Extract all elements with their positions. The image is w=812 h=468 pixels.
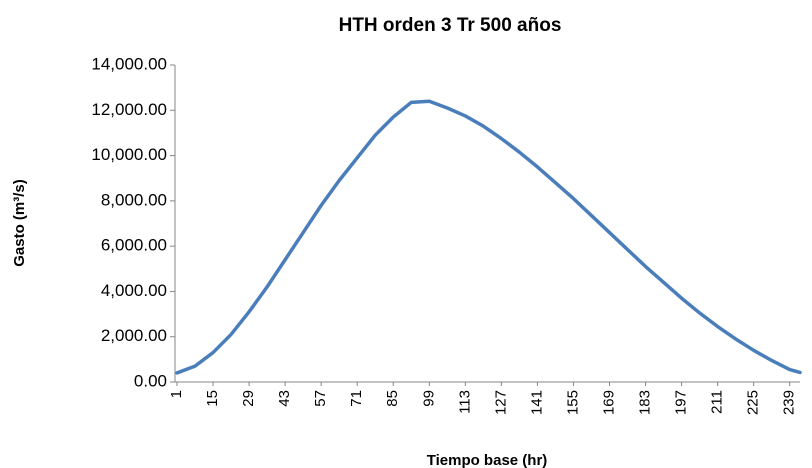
x-tick-label: 225 (745, 390, 762, 415)
x-tick-label: 183 (637, 390, 654, 415)
x-tick-label: 99 (420, 390, 437, 407)
x-tick-label: 169 (600, 390, 617, 415)
y-axis-label: Gasto (m³/s) (11, 179, 28, 267)
y-tick-label: 14,000.00 (91, 54, 167, 73)
x-tick-label: 29 (240, 390, 257, 407)
chart-title: HTH orden 3 Tr 500 años (339, 15, 562, 36)
x-tick-label: 113 (456, 390, 473, 414)
y-tick-label: 4,000.00 (101, 281, 167, 300)
x-tick-label: 1 (168, 390, 185, 398)
x-axis-label: Tiempo base (hr) (427, 452, 548, 468)
x-tick-label: 155 (564, 390, 581, 415)
y-tick-label: 6,000.00 (101, 236, 167, 255)
x-tick-label: 85 (384, 390, 401, 407)
x-tick-label: 43 (276, 390, 293, 407)
x-tick-label: 239 (781, 390, 798, 415)
y-tick-label: 0.00 (134, 371, 167, 390)
x-tick-label: 127 (492, 390, 509, 415)
x-tick-label: 57 (312, 390, 329, 407)
x-tick-label: 197 (673, 390, 690, 415)
y-tick-label: 8,000.00 (101, 190, 167, 209)
x-tick-label: 15 (204, 390, 221, 407)
y-tick-label: 10,000.00 (91, 145, 167, 164)
y-tick-label: 12,000.00 (91, 100, 167, 119)
data-line (175, 99, 802, 375)
x-tick-label: 141 (528, 390, 545, 415)
y-tick-label: 2,000.00 (101, 326, 167, 345)
x-tick-label: 71 (348, 390, 365, 407)
x-tick-label: 211 (709, 390, 726, 414)
